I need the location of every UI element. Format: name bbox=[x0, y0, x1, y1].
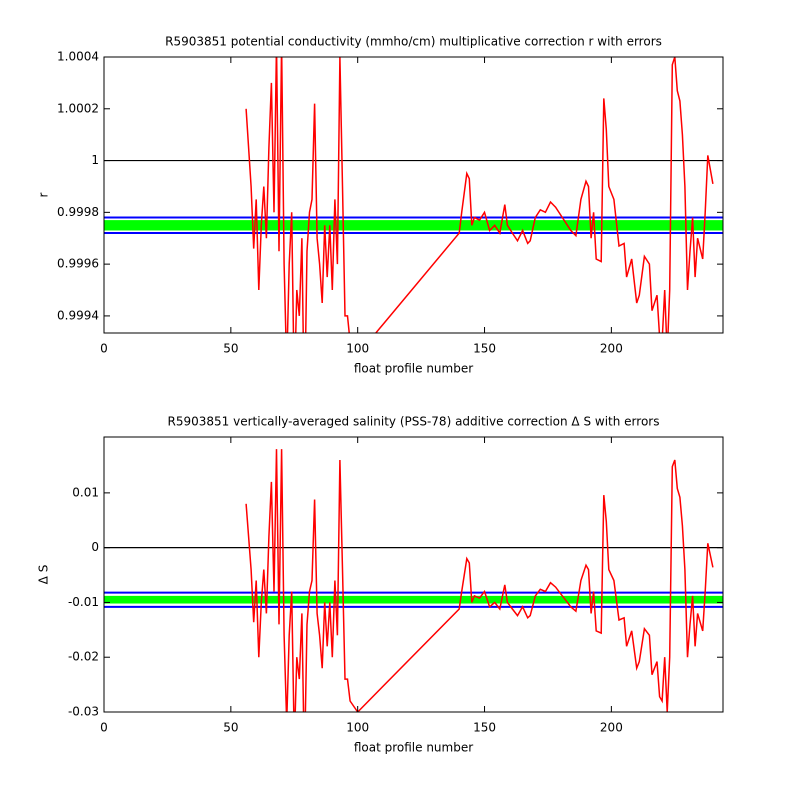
y-tick-label: 1.0002 bbox=[57, 101, 99, 115]
y-axis-label: Δ S bbox=[37, 565, 51, 585]
y-tick-label: -0.02 bbox=[68, 650, 99, 664]
x-tick-label: 200 bbox=[600, 721, 623, 735]
subplot: 0 50 100 150 200 -0.03 -0.02 -0.01 0 0.01 R5903851… bbox=[37, 415, 724, 755]
y-tick-label: 1.0004 bbox=[57, 50, 99, 64]
y-tick-label: 1 bbox=[91, 153, 99, 167]
y-tick-label: -0.03 bbox=[68, 705, 99, 719]
plot-content bbox=[104, 57, 723, 333]
x-tick-label: 100 bbox=[346, 721, 369, 735]
x-tick-label: 200 bbox=[600, 342, 623, 356]
x-tick-label: 0 bbox=[100, 342, 108, 356]
axes-box bbox=[103, 56, 724, 334]
y-tick-label: -0.01 bbox=[68, 595, 99, 609]
y-tick-label: 0.9998 bbox=[57, 205, 99, 219]
x-axis-label: float profile number bbox=[354, 741, 473, 755]
axes-box bbox=[103, 436, 724, 713]
error-band bbox=[104, 220, 723, 231]
plot-content bbox=[104, 449, 723, 712]
chart-title: R5903851 potential conductivity (mmho/cm… bbox=[165, 35, 662, 49]
y-tick-label: 0 bbox=[91, 540, 99, 554]
error-band bbox=[104, 595, 723, 604]
data-line bbox=[245, 57, 714, 333]
data-line bbox=[245, 449, 714, 712]
plot-area bbox=[104, 437, 723, 712]
x-tick-label: 100 bbox=[346, 342, 369, 356]
x-tick-label: 150 bbox=[473, 721, 496, 735]
x-axis-label: float profile number bbox=[354, 362, 473, 376]
x-tick-label: 50 bbox=[223, 721, 238, 735]
subplot: 0 50 100 150 200 0.9994 0.9996 0.9998 1 1.0002 1.0… bbox=[37, 35, 724, 376]
x-tick-label: 150 bbox=[473, 342, 496, 356]
plot-area bbox=[104, 57, 723, 333]
y-axis-label: r bbox=[37, 192, 51, 197]
y-tick-label: 0.01 bbox=[72, 485, 99, 499]
chart-title: R5903851 vertically-averaged salinity (P… bbox=[168, 415, 660, 429]
x-tick-label: 50 bbox=[223, 342, 238, 356]
x-tick-label: 0 bbox=[100, 721, 108, 735]
y-tick-label: 0.9994 bbox=[57, 308, 99, 322]
y-tick-label: 0.9996 bbox=[57, 257, 99, 271]
